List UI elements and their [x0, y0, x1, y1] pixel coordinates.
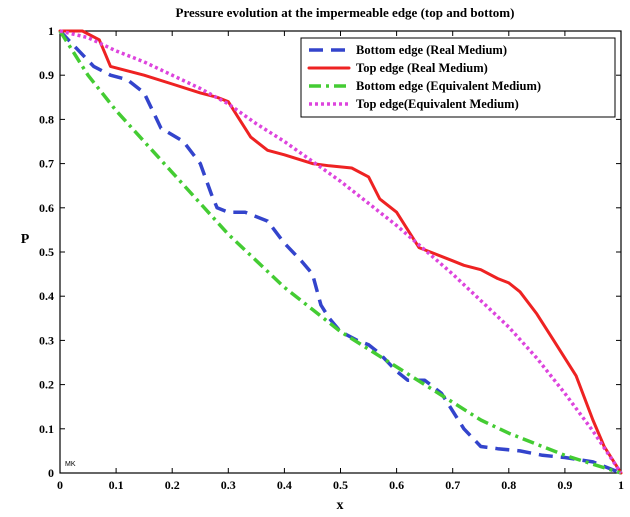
y-tick-label: 0.2	[39, 378, 54, 392]
x-axis-label: x	[337, 498, 344, 513]
x-tick-label: 0.2	[165, 478, 180, 492]
y-tick-label: 0.8	[39, 112, 54, 126]
y-tick-label: 0.4	[39, 289, 54, 303]
axis-ticks: 0 0.1 0.2 0.3 0.4 0.5 0.6 0.7 0.8 0.9 1 0 0.1 0.2 0.3 0…	[39, 24, 624, 492]
series-lines	[58, 29, 623, 475]
x-tick-label: 0.8	[501, 478, 516, 492]
legend-label-top-edge-equivalent-medium: Top edge(Equivalent Medium)	[356, 97, 519, 111]
x-tick-label: 0.9	[557, 478, 572, 492]
x-tick-label: 0.3	[221, 478, 236, 492]
series-line-top-edge-real-medium	[58, 29, 623, 475]
x-tick-label: 0.6	[389, 478, 404, 492]
x-tick-label: 0.1	[109, 478, 124, 492]
legend-label-top-edge-real-medium: Top edge (Real Medium)	[356, 61, 488, 75]
series-line-bottom-edge-real-medium	[58, 29, 622, 475]
y-tick-label: 0.6	[39, 201, 54, 215]
y-tick-label: 0.3	[39, 333, 54, 347]
legend-label-bottom-edge-equivalent-medium: Bottom edge (Equivalent Medium)	[356, 79, 541, 93]
y-tick-label: 0.1	[39, 422, 54, 436]
chart-title: Pressure evolution at the impermeable ed…	[176, 5, 515, 20]
x-tick-label: 0.7	[445, 478, 460, 492]
legend-box	[300, 37, 616, 118]
series-line-bottom-edge-equivalent-medium	[58, 30, 622, 475]
y-tick-label: 0.5	[39, 245, 54, 259]
y-tick-label: 1	[48, 24, 54, 38]
x-tick-label: 0	[57, 478, 63, 492]
series-line-top-edge-equivalent-medium	[59, 29, 623, 474]
legend: Bottom edge (Real Medium) Top edge (Real …	[300, 37, 616, 118]
x-tick-label: 0.5	[333, 478, 348, 492]
y-tick-label: 0.9	[39, 68, 54, 82]
y-tick-label: 0	[48, 466, 54, 480]
y-axis-label: P	[21, 232, 30, 247]
corner-mark: MK	[65, 461, 76, 468]
x-tick-label: 1	[618, 478, 624, 492]
x-tick-label: 0.4	[277, 478, 292, 492]
y-tick-label: 0.7	[39, 157, 54, 171]
legend-label-bottom-edge-real-medium: Bottom edge (Real Medium)	[356, 43, 507, 57]
